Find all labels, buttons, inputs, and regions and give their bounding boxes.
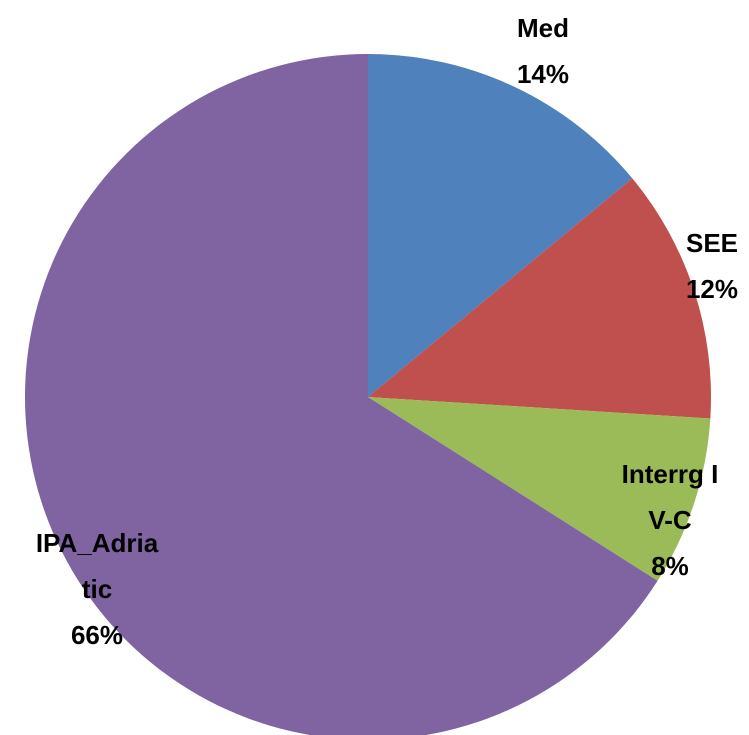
percent-label: 66% [70,620,124,650]
slice-label: IPA_Adriatic 66% [33,520,161,658]
category-name: IPA_Adriatic [35,528,159,604]
percent-label: 14% [516,59,570,89]
slice-label: Interrg IV-C 8% [615,451,725,589]
category-name: Interrg IV-C [621,459,719,535]
percent-label: 8% [651,551,689,581]
pie-slice [368,178,712,419]
pie-slice [368,54,633,397]
pie-slice [368,397,711,581]
slice-label: Med 14% [503,5,583,97]
category-name: SEE [685,228,739,258]
category-name: Med [517,13,569,43]
slice-label: SEE 12% [672,220,749,312]
pie-slice [25,54,658,735]
percent-label: 12% [685,274,739,304]
